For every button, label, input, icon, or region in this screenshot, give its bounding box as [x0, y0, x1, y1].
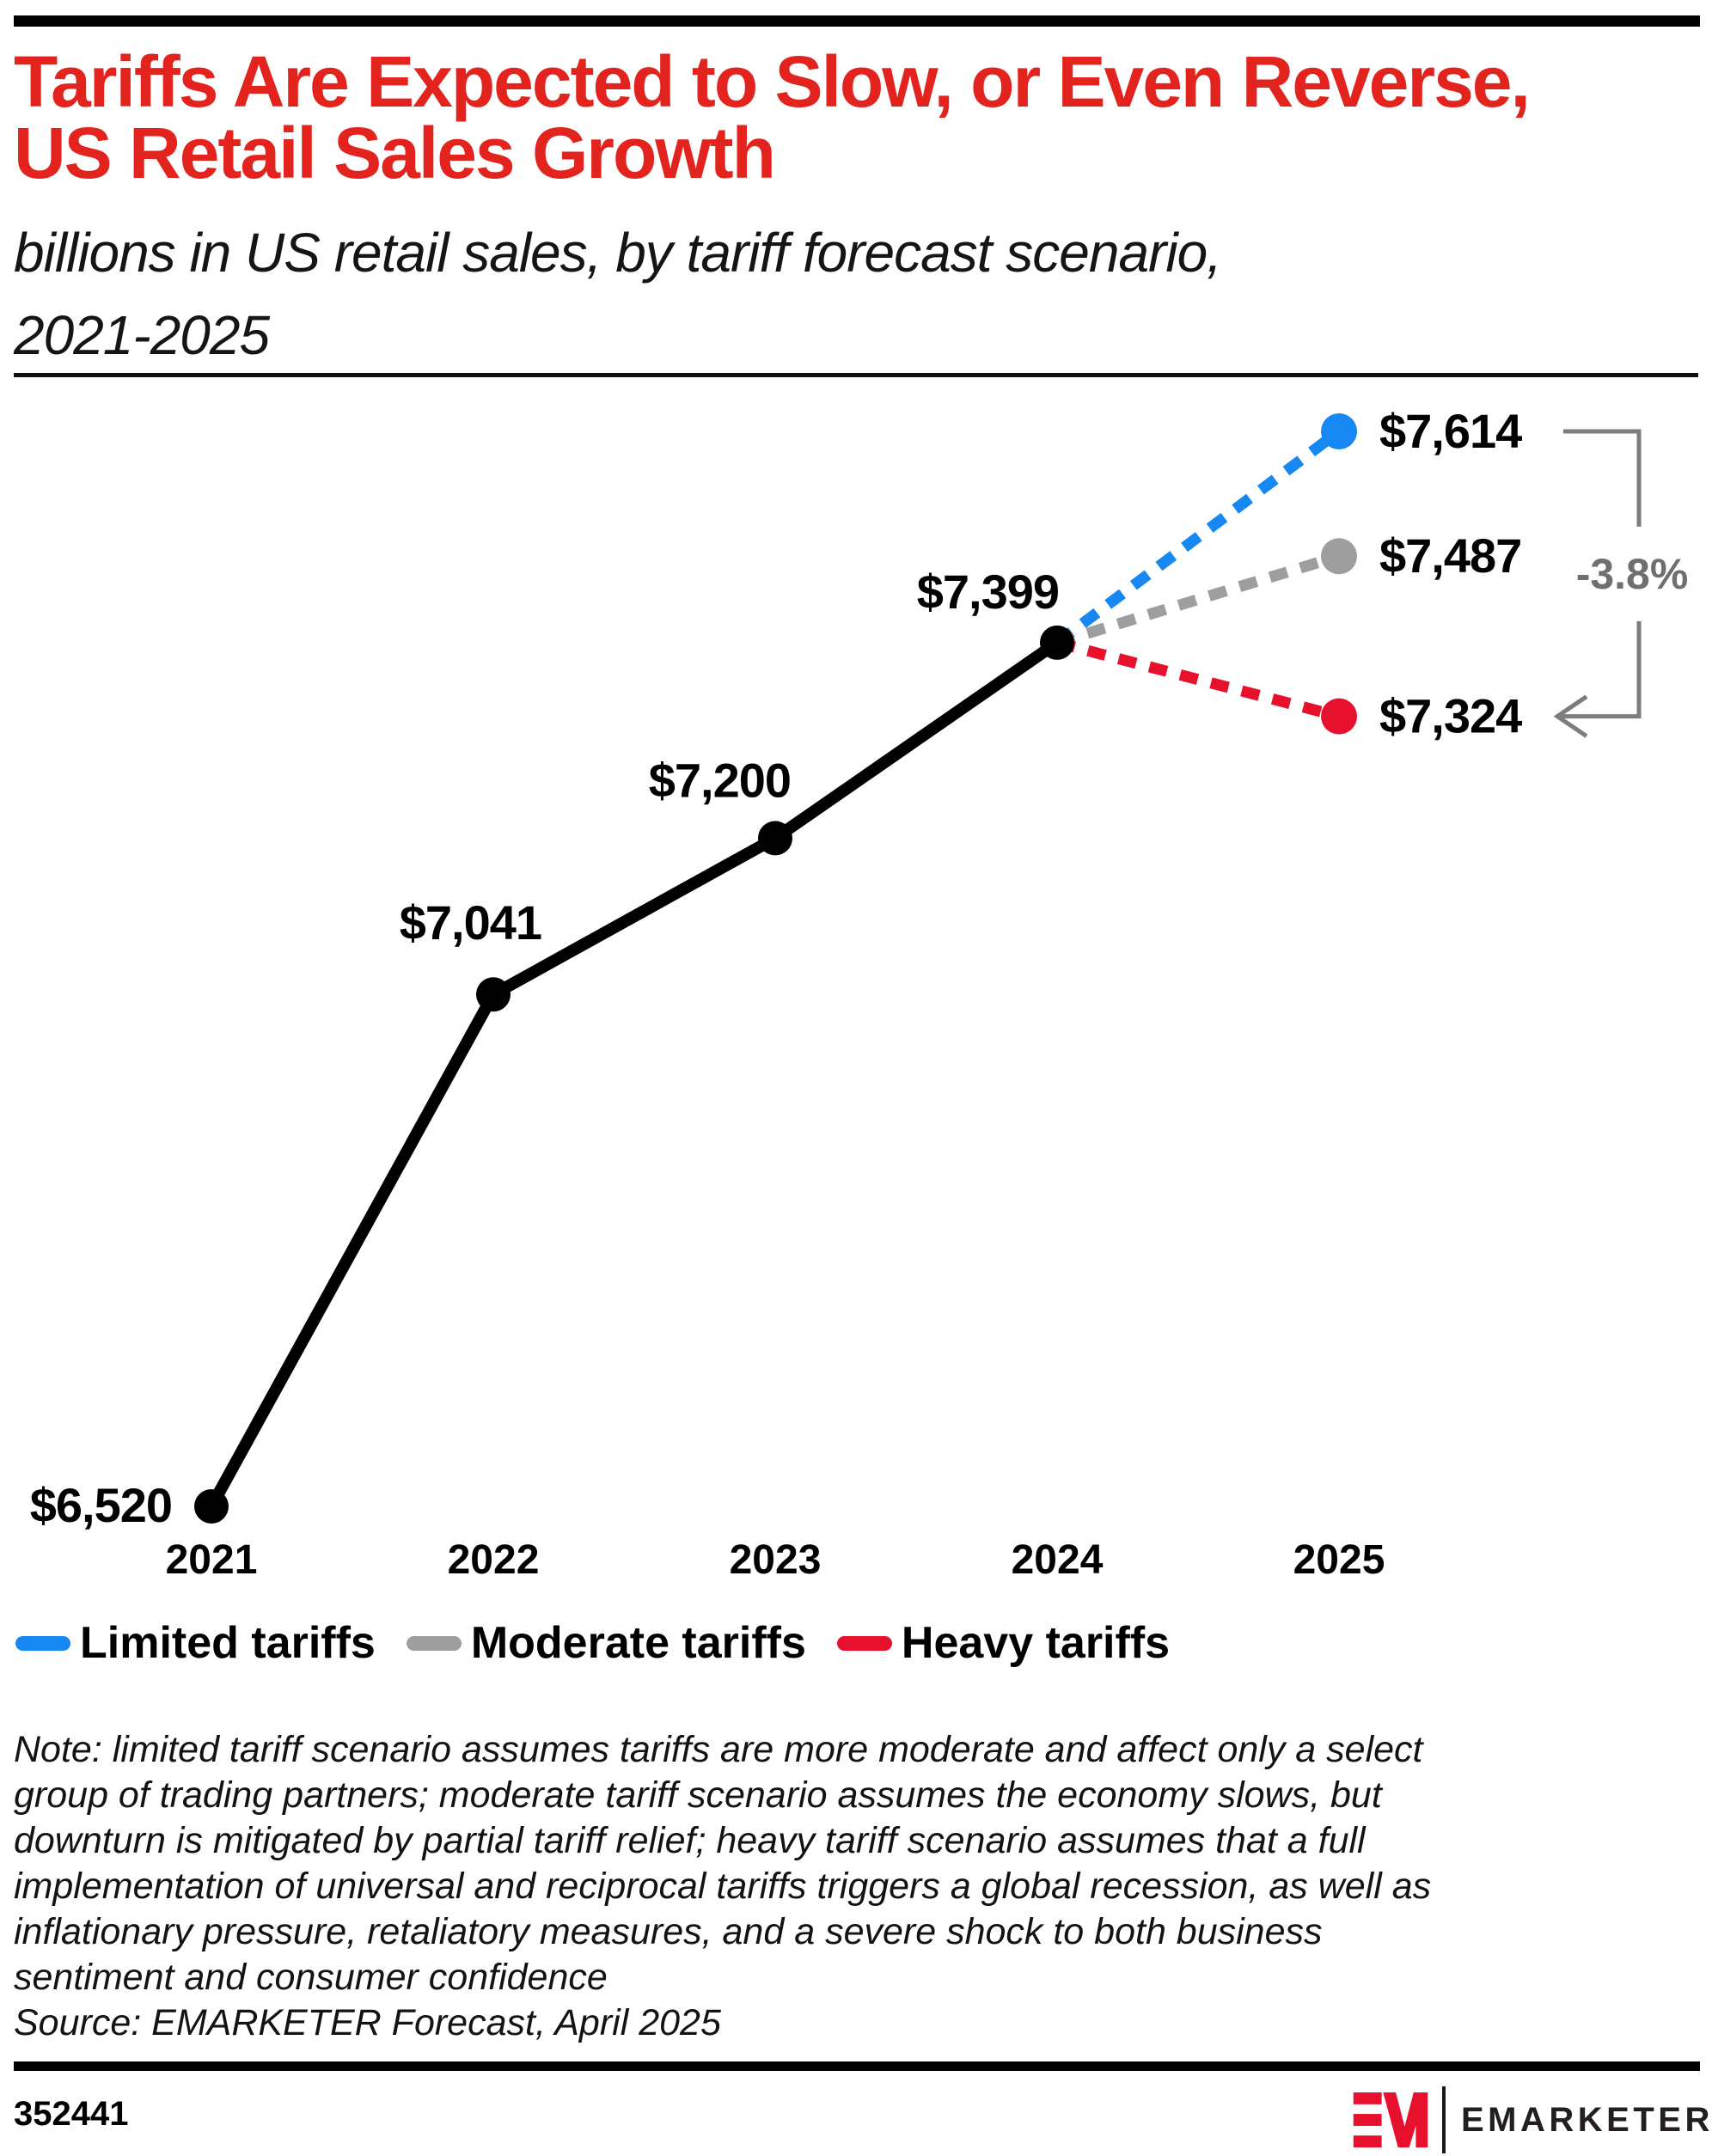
value-label-2024: $7,399 — [917, 565, 1059, 619]
emarketer-logo-mark-icon — [1353, 2092, 1428, 2147]
chart-id: 352441 — [14, 2095, 129, 2133]
note-text: Note: limited tariff scenario assumes ta… — [14, 1729, 1432, 1998]
annotation-arrow-icon — [1553, 694, 1588, 738]
source-text: Source: EMARKETER Forecast, April 2025 — [14, 2002, 721, 2043]
value-label-heavy-tariffs: $7,324 — [1379, 689, 1522, 743]
legend-swatch-heavy-tariffs — [836, 1635, 892, 1651]
legend-item-limited-tariffs: Limited tariffs — [15, 1621, 376, 1665]
forecast-line-heavy-tariffs — [1055, 637, 1341, 722]
forecast-line-moderate-tariffs — [1055, 551, 1341, 649]
value-label-2021: $6,520 — [30, 1478, 172, 1532]
page-title-line2: US Retail Sales Growth — [14, 113, 776, 193]
annotation-label: -3.8% — [1576, 550, 1689, 598]
forecast-dot-heavy-tariffs — [1321, 698, 1357, 735]
header-divider — [14, 373, 1698, 377]
chart-legend: Limited tariffs Moderate tariffs Heavy t… — [15, 1621, 1170, 1665]
page-subtitle-line2: 2021-2025 — [14, 304, 270, 366]
emarketer-wordmark: EMARKETER — [1461, 2101, 1712, 2139]
forecast-line-limited-tariffs — [1054, 426, 1342, 648]
page-title-line1: Tariffs Are Expected to Slow, or Even Re… — [14, 41, 1531, 122]
retail-sales-line-chart: $7,614 $7,487 $7,324 $6,520 $7,041 $7,200 $7,3… — [30, 404, 1689, 1583]
forecast-dot-moderate-tariffs — [1321, 538, 1357, 575]
legend-swatch-moderate-tariffs — [406, 1635, 462, 1651]
x-axis-label-2021: 2021 — [166, 1537, 258, 1583]
top-accent-bar — [14, 15, 1700, 27]
legend-label-moderate-tariffs: Moderate tariffs — [470, 1618, 806, 1668]
footer-divider — [14, 2061, 1700, 2071]
data-dot-2023 — [758, 821, 792, 856]
value-label-moderate-tariffs: $7,487 — [1379, 528, 1521, 583]
forecast-dot-limited-tariffs — [1321, 413, 1357, 450]
value-label-2022: $7,041 — [400, 895, 541, 950]
actual-sales-line — [205, 638, 1061, 1510]
legend-label-limited-tariffs: Limited tariffs — [80, 1618, 376, 1668]
legend-item-heavy-tariffs: Heavy tariffs — [836, 1618, 1171, 1668]
page-subtitle: billions in US retail sales, by tariff f… — [14, 211, 1698, 376]
annotation-bracket — [1559, 429, 1642, 719]
page-subtitle-line1: billions in US retail sales, by tariff f… — [14, 222, 1222, 284]
x-axis-label-2024: 2024 — [1012, 1537, 1104, 1583]
x-axis-label-2025: 2025 — [1293, 1537, 1385, 1583]
page-title: Tariffs Are Expected to Slow, or Even Re… — [14, 46, 1698, 189]
legend-item-moderate-tariffs: Moderate tariffs — [406, 1618, 806, 1668]
legend-label-heavy-tariffs: Heavy tariffs — [901, 1618, 1171, 1668]
data-dot-2024 — [1040, 625, 1074, 660]
x-axis-label-2023: 2023 — [730, 1537, 822, 1583]
x-axis-label-2022: 2022 — [448, 1537, 540, 1583]
data-dot-2022 — [476, 977, 511, 1012]
data-dot-2021 — [194, 1489, 229, 1524]
value-label-2023: $7,200 — [649, 753, 791, 807]
emarketer-logo: EMARKETER — [1351, 2086, 1712, 2153]
legend-swatch-limited-tariffs — [15, 1635, 70, 1651]
value-label-limited-tariffs: $7,614 — [1379, 404, 1522, 458]
logo-divider — [1442, 2086, 1446, 2153]
